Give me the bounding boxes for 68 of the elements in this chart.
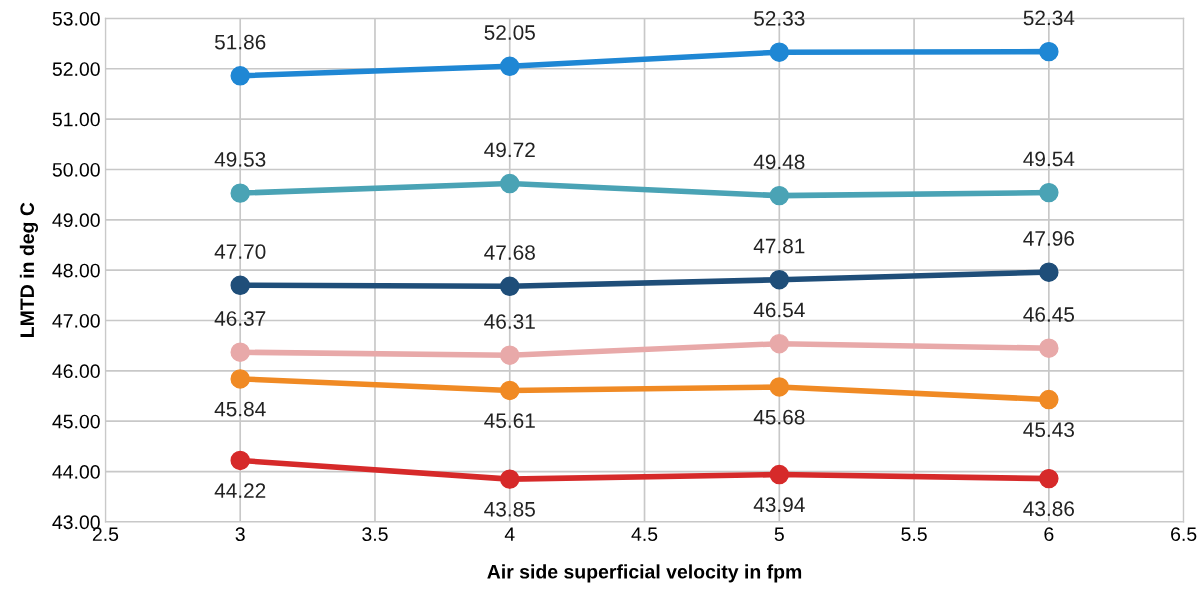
x-tick-label: 3.5 — [362, 527, 388, 542]
data-label: 45.43 — [1023, 422, 1074, 438]
data-label: 47.70 — [214, 244, 266, 259]
data-label: 51.86 — [214, 34, 266, 50]
point — [230, 183, 250, 203]
y-tick-label: 50.00 — [52, 162, 100, 177]
data-label: 43.85 — [484, 501, 535, 517]
y-axis-title: LMTD in deg C — [19, 202, 39, 337]
point — [1039, 468, 1059, 489]
y-tick-label: 48.00 — [52, 263, 100, 278]
point — [1039, 182, 1059, 203]
point — [500, 173, 520, 194]
point — [230, 342, 250, 362]
y-tick-label: 45.00 — [52, 414, 100, 429]
data-label: 47.81 — [753, 238, 805, 254]
y-tick-label: 47.00 — [52, 313, 100, 328]
y-tick-label: 52.00 — [52, 62, 100, 76]
x-tick-label: 6 — [1044, 527, 1054, 542]
data-label: 45.84 — [214, 401, 266, 417]
data-label: 45.61 — [484, 413, 535, 429]
point — [769, 42, 790, 62]
x-tick-label: 4 — [504, 527, 515, 541]
x-axis-title: Air side superficial velocity in fpm — [487, 564, 802, 583]
point — [769, 185, 790, 206]
data-label: 49.72 — [484, 142, 535, 158]
x-tick-label: 4.5 — [631, 527, 658, 542]
point — [500, 469, 520, 489]
data-label: 46.54 — [753, 302, 805, 318]
point — [1039, 41, 1059, 62]
point — [500, 345, 520, 365]
y-tick-label: 49.00 — [52, 213, 100, 228]
data-label: 43.94 — [753, 497, 805, 513]
y-tick-label: 44.00 — [52, 465, 100, 479]
point — [230, 450, 250, 471]
x-tick-label: 5 — [774, 527, 784, 542]
point — [769, 270, 790, 290]
y-tick-label: 51.00 — [52, 112, 100, 127]
data-label: 46.37 — [214, 311, 266, 326]
data-label: 46.45 — [1023, 307, 1075, 322]
point — [1039, 262, 1059, 282]
data-label: 52.34 — [1023, 10, 1075, 26]
y-tick-label: 46.00 — [52, 364, 100, 379]
x-tick-label: 6.5 — [1171, 527, 1197, 542]
data-label: 46.31 — [484, 314, 535, 329]
data-label: 52.05 — [484, 25, 535, 40]
data-label: 49.48 — [753, 154, 805, 170]
data-label: 49.53 — [214, 152, 266, 167]
data-label: 47.68 — [484, 245, 535, 260]
data-label: 45.68 — [753, 409, 805, 425]
data-label: 47.96 — [1023, 231, 1074, 246]
data-label: 52.33 — [754, 11, 805, 26]
point — [230, 66, 250, 86]
data-label: 44.22 — [214, 483, 266, 498]
x-tick-label: 5.5 — [901, 527, 927, 542]
point — [769, 464, 790, 485]
point — [500, 56, 520, 76]
point — [1039, 389, 1059, 410]
point — [500, 380, 520, 401]
point — [230, 369, 250, 389]
y-tick-label: 53.00 — [52, 11, 100, 26]
point — [500, 276, 520, 296]
point — [1039, 338, 1059, 358]
data-label: 43.86 — [1023, 501, 1074, 517]
point — [230, 275, 250, 295]
point — [769, 377, 790, 397]
point — [769, 333, 790, 354]
data-label: 49.54 — [1023, 151, 1075, 167]
x-tick-label: 3 — [235, 527, 245, 542]
